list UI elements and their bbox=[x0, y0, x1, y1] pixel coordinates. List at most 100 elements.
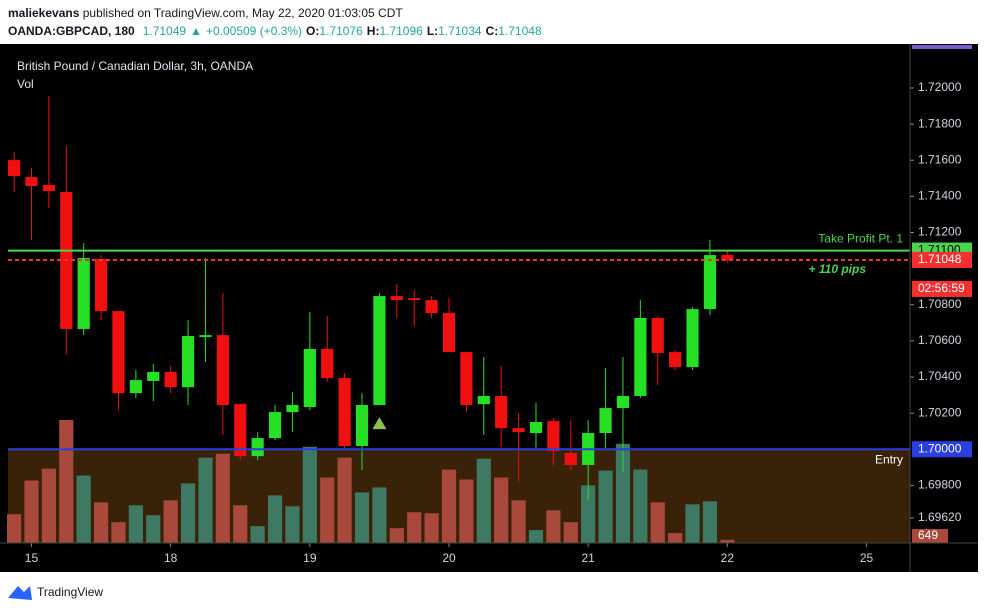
x-tick-label: 18 bbox=[164, 551, 178, 565]
candle-body bbox=[164, 371, 177, 388]
y-tick-label: 1.70400 bbox=[918, 369, 962, 383]
volume-bar bbox=[581, 485, 596, 543]
y-tick-label: 1.71400 bbox=[918, 189, 962, 203]
o-label: O: bbox=[306, 24, 319, 38]
candle-body bbox=[251, 438, 264, 457]
y-tick-label: 1.70600 bbox=[918, 333, 962, 347]
candle-body bbox=[77, 257, 90, 329]
candle-body bbox=[669, 352, 682, 368]
candle-body bbox=[129, 380, 142, 394]
x-tick-label: 20 bbox=[442, 551, 456, 565]
y-tick-label: 1.71600 bbox=[918, 152, 962, 166]
brand: TradingView bbox=[37, 585, 103, 599]
volume-bar bbox=[563, 522, 578, 543]
level-label: Entry bbox=[875, 452, 903, 466]
y-tick-label: 1.69620 bbox=[918, 510, 962, 524]
volume-tag-label: 649 bbox=[918, 528, 938, 542]
candle-body bbox=[686, 309, 699, 368]
header-line: maliekevans published on TradingView.com… bbox=[8, 6, 403, 20]
o: 1.71076 bbox=[319, 24, 363, 38]
volume-bar bbox=[702, 501, 718, 543]
symbol: OANDA:GBPCAD, 180 bbox=[8, 24, 135, 38]
c-label: C: bbox=[486, 24, 499, 38]
candle-body bbox=[42, 184, 55, 191]
volume-bar bbox=[128, 505, 143, 543]
volume-bar bbox=[615, 443, 631, 543]
volume-bar bbox=[41, 468, 56, 543]
candle-body bbox=[216, 335, 229, 406]
y-tick-label: 1.70800 bbox=[918, 297, 962, 311]
h-label: H: bbox=[367, 24, 380, 38]
candle-body bbox=[425, 300, 438, 314]
volume-bar bbox=[93, 502, 109, 543]
price-tag-label: 1.71048 bbox=[918, 252, 962, 266]
level-label: + 110 pips bbox=[809, 262, 867, 276]
entry-zone bbox=[8, 449, 910, 543]
volume-bar bbox=[233, 505, 248, 543]
level-label: Take Profit Pt. 1 bbox=[818, 232, 903, 246]
volume-bar bbox=[668, 533, 683, 543]
volume-bar bbox=[337, 457, 352, 543]
candle-body bbox=[599, 408, 612, 433]
price-tag-label: 1.70000 bbox=[918, 441, 962, 455]
candle-body bbox=[442, 313, 456, 353]
volume-bar bbox=[685, 504, 700, 543]
volume-bar bbox=[494, 477, 509, 543]
candle-body bbox=[303, 349, 316, 407]
axis-top-marker bbox=[912, 45, 972, 49]
volume-bar bbox=[459, 479, 474, 543]
volume-bar bbox=[407, 512, 422, 543]
x-tick-label: 19 bbox=[303, 551, 317, 565]
candle-body bbox=[94, 259, 108, 312]
volume-bar bbox=[389, 528, 404, 543]
change: +0.00509 (+0.3%) bbox=[206, 24, 302, 38]
candle-body bbox=[460, 352, 473, 406]
arrow: ▲ bbox=[190, 24, 202, 38]
volume-bar bbox=[302, 446, 317, 543]
countdown-label: 02:56:59 bbox=[918, 281, 965, 295]
candle-body bbox=[373, 296, 386, 406]
candle-body bbox=[634, 317, 647, 396]
candle-body bbox=[408, 298, 421, 301]
c: 1.71048 bbox=[498, 24, 542, 38]
quote-line: OANDA:GBPCAD, 180 1.71049 ▲ +0.00509 (+0.3%… bbox=[8, 24, 542, 38]
x-tick-label: 22 bbox=[721, 551, 735, 565]
candle-body bbox=[25, 177, 38, 187]
price-tag bbox=[912, 441, 972, 458]
volume-bar bbox=[146, 515, 161, 543]
candle-body bbox=[721, 254, 734, 260]
candle-body bbox=[529, 421, 543, 433]
volume-title: Vol bbox=[17, 77, 34, 91]
candle-body bbox=[651, 317, 664, 353]
volume-bar bbox=[250, 526, 265, 543]
volume-bar bbox=[650, 502, 665, 543]
volume-bar bbox=[528, 530, 544, 543]
volume-bar bbox=[163, 500, 178, 543]
volume-bar bbox=[372, 487, 387, 543]
volume-bar bbox=[111, 522, 126, 543]
y-tick-label: 1.71200 bbox=[918, 225, 962, 239]
volume-bar bbox=[320, 477, 335, 543]
plot: 1.72000 1.71800 1.71600 1.71400 1.71200 1.708… bbox=[7, 80, 972, 565]
candle-body bbox=[390, 296, 403, 301]
volume-bar bbox=[215, 453, 230, 543]
y-tick-label: 1.69800 bbox=[918, 478, 962, 492]
candle-body bbox=[547, 421, 560, 452]
candle-body bbox=[112, 311, 125, 394]
countdown-tag bbox=[912, 280, 972, 297]
candle-body bbox=[355, 405, 369, 447]
volume-bar bbox=[441, 469, 457, 543]
last: 1.71049 bbox=[143, 24, 187, 38]
candle-body bbox=[338, 378, 351, 447]
candle-body bbox=[512, 428, 525, 433]
signal-marker bbox=[372, 417, 387, 430]
candle-body bbox=[181, 336, 195, 388]
candle-body bbox=[147, 371, 160, 381]
volume-bar bbox=[476, 458, 491, 543]
volume-bar bbox=[267, 495, 283, 543]
volume-bar bbox=[598, 470, 613, 543]
volume-bar bbox=[76, 475, 91, 543]
l-label: L: bbox=[427, 24, 438, 38]
x-tick-label: 25 bbox=[860, 551, 874, 565]
